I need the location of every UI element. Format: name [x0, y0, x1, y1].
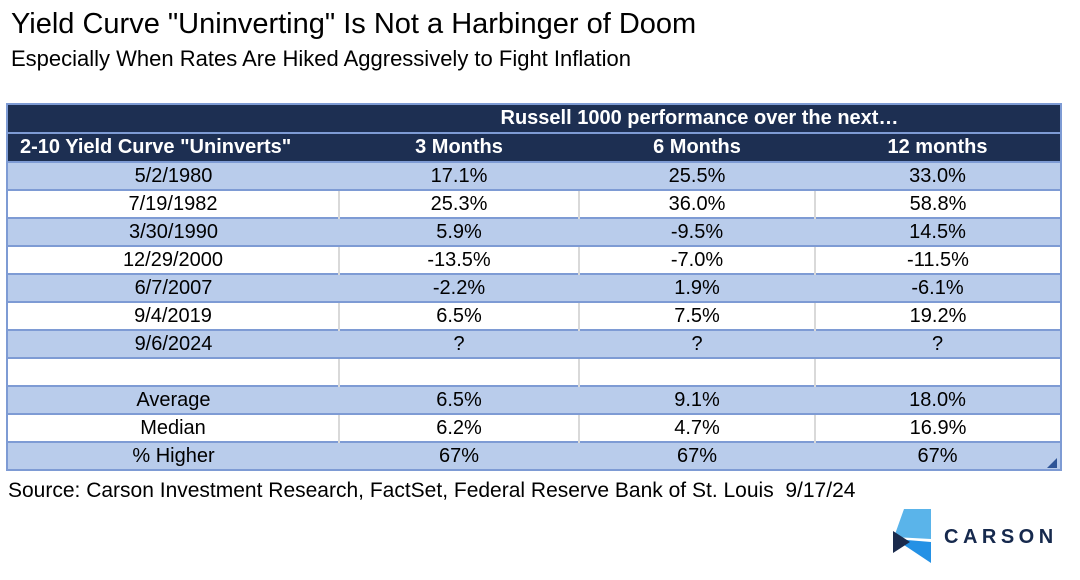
row-label-cell: 7/19/1982 [7, 189, 339, 218]
value-cell: 25.3% [338, 189, 579, 218]
value-cell: 14.5% [815, 217, 1061, 246]
row-label-cell: 6/7/2007 [7, 273, 339, 302]
carson-logo: CARSON [893, 508, 1058, 566]
value-cell: 67% [339, 441, 579, 470]
group-header-spacer-cell [7, 104, 339, 134]
value-cell: 9.1% [579, 385, 815, 414]
carson-logo-icon [893, 508, 931, 563]
value-cell: 5.9% [339, 217, 579, 246]
value-cell: -13.5% [338, 245, 579, 274]
table-row: 6/7/2007 -2.2% 1.9% -6.1% [7, 273, 1061, 302]
table-body: 5/2/1980 17.1% 25.5% 33.0% 7/19/1982 25.3% 36.… [7, 161, 1061, 470]
value-cell: 36.0% [578, 189, 815, 218]
row-label-cell: 3/30/1990 [7, 217, 339, 246]
value-cell: -9.5% [579, 217, 815, 246]
table-row: 9/4/2019 6.5% 7.5% 19.2% [7, 301, 1061, 330]
table-row [7, 357, 1061, 386]
table-column-header-row: 2-10 Yield Curve "Uninverts" 3 Months 6 … [7, 133, 1061, 163]
value-cell: -6.1% [815, 273, 1061, 302]
column-header-3-months: 3 Months [339, 133, 579, 163]
value-cell: 58.8% [814, 189, 1061, 218]
group-header-cell: Russell 1000 performance over the next… [339, 104, 1061, 134]
row-label-cell: Average [7, 385, 339, 414]
column-header-12-months: 12 months [815, 133, 1061, 163]
table-row: 5/2/1980 17.1% 25.5% 33.0% [7, 161, 1061, 190]
table-row: 3/30/1990 5.9% -9.5% 14.5% [7, 217, 1061, 246]
value-cell: 7.5% [578, 301, 815, 330]
value-cell: 6.2% [338, 413, 579, 442]
row-label-cell: 12/29/2000 [7, 245, 339, 274]
carson-logo-text: CARSON [944, 525, 1058, 548]
column-header-6-months: 6 Months [579, 133, 815, 163]
value-cell: ? [579, 329, 815, 358]
value-cell: 67% [815, 441, 1061, 470]
value-cell [814, 357, 1061, 386]
value-cell: 19.2% [814, 301, 1061, 330]
value-cell: 25.5% [579, 161, 815, 190]
value-cell: 16.9% [814, 413, 1061, 442]
chart-title: Yield Curve "Uninverting" Is Not a Harbi… [11, 8, 697, 40]
value-cell: -11.5% [814, 245, 1061, 274]
table-row: % Higher 67% 67% 67% [7, 441, 1061, 470]
table-row: Median 6.2% 4.7% 16.9% [7, 413, 1061, 442]
chart-subtitle: Especially When Rates Are Hiked Aggressi… [11, 46, 631, 71]
row-label-cell: % Higher [7, 441, 339, 470]
performance-table: Russell 1000 performance over the next… … [6, 103, 1062, 471]
value-cell: -2.2% [339, 273, 579, 302]
value-cell: ? [815, 329, 1061, 358]
value-cell: ? [339, 329, 579, 358]
value-cell [338, 357, 579, 386]
table-row: 9/6/2024??? [7, 329, 1061, 358]
value-cell: -7.0% [578, 245, 815, 274]
value-cell: 18.0% [815, 385, 1061, 414]
table-corner-handle-icon [1047, 458, 1057, 468]
performance-table-container: Russell 1000 performance over the next… … [6, 103, 1062, 471]
row-label-cell [7, 357, 339, 386]
value-cell: 6.5% [338, 301, 579, 330]
value-cell: 33.0% [815, 161, 1061, 190]
row-label-cell: 9/4/2019 [7, 301, 339, 330]
column-header-uninverts: 2-10 Yield Curve "Uninverts" [7, 133, 339, 163]
value-cell [578, 357, 815, 386]
value-cell: 6.5% [339, 385, 579, 414]
value-cell: 1.9% [579, 273, 815, 302]
table-row: 12/29/2000 -13.5% -7.0% -11.5% [7, 245, 1061, 274]
row-label-cell: 5/2/1980 [7, 161, 339, 190]
table-group-header-row: Russell 1000 performance over the next… [7, 104, 1061, 134]
table-row: 7/19/1982 25.3% 36.0% 58.8% [7, 189, 1061, 218]
source-attribution: Source: Carson Investment Research, Fact… [8, 479, 856, 502]
value-cell: 17.1% [339, 161, 579, 190]
value-cell: 67% [579, 441, 815, 470]
row-label-cell: Median [7, 413, 339, 442]
row-label-cell: 9/6/2024 [7, 329, 339, 358]
value-cell: 4.7% [578, 413, 815, 442]
table-row: Average 6.5% 9.1% 18.0% [7, 385, 1061, 414]
